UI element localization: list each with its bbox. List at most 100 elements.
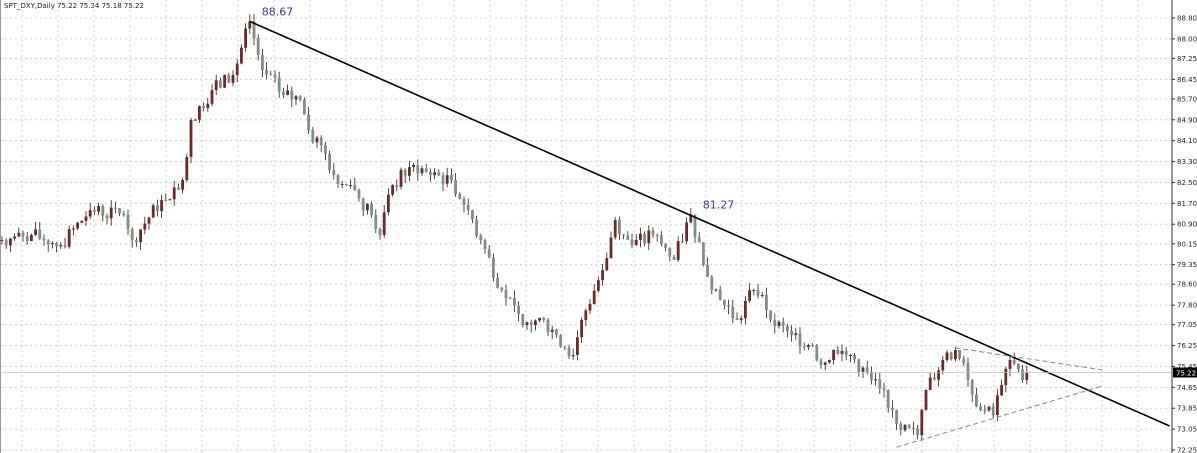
candle-body: [168, 199, 172, 201]
candle: [979, 403, 982, 411]
candle: [9, 237, 12, 253]
candle: [643, 231, 646, 247]
candle: [370, 201, 373, 218]
candle-body: [979, 406, 982, 411]
candle: [408, 160, 411, 182]
candle: [954, 346, 957, 362]
candle-body: [559, 335, 562, 347]
candle-body: [605, 258, 609, 271]
candle: [1000, 379, 1003, 397]
candle-body: [408, 167, 411, 176]
candle: [17, 227, 21, 238]
candle-body: [492, 257, 495, 278]
candle-body: [97, 206, 100, 212]
candle-body: [601, 270, 604, 281]
candle-body: [433, 172, 436, 176]
candle: [983, 405, 987, 414]
candle-body: [697, 237, 701, 243]
candle: [261, 48, 264, 78]
candle-body: [727, 305, 730, 307]
candle-body: [122, 213, 126, 216]
candle: [521, 313, 525, 328]
candle-body: [261, 55, 264, 70]
candle-body: [718, 289, 722, 300]
candle-body: [382, 212, 386, 235]
candle-body: [21, 232, 25, 237]
candle-body: [647, 230, 651, 244]
candle: [420, 165, 424, 176]
candle-body: [156, 205, 159, 212]
candle: [324, 142, 327, 161]
candle: [647, 225, 651, 251]
candle: [588, 299, 592, 314]
candle-body: [693, 214, 697, 238]
candle-body: [996, 395, 999, 416]
candle-body: [538, 317, 541, 321]
candle-body: [555, 329, 558, 336]
candle-body: [786, 325, 789, 332]
candle-body: [395, 185, 399, 187]
candle-body: [819, 360, 823, 365]
candle-body: [256, 38, 260, 56]
candle: [592, 283, 596, 305]
candle: [861, 366, 865, 378]
candle: [172, 180, 176, 206]
candle-body: [319, 137, 323, 146]
candle: [941, 355, 945, 375]
candle-body: [1021, 369, 1024, 381]
candle-body: [597, 280, 600, 291]
candle-body: [861, 367, 865, 372]
candle: [67, 225, 71, 249]
candle: [328, 150, 331, 174]
candle: [231, 70, 235, 87]
candle-body: [723, 299, 726, 306]
candle-body: [811, 344, 814, 346]
candle-body: [109, 207, 113, 219]
candle-body: [815, 345, 819, 361]
candle: [219, 77, 222, 89]
candle-body: [991, 406, 995, 416]
candle: [97, 202, 100, 216]
candle: [244, 23, 247, 52]
candle-body: [303, 99, 306, 115]
candle-body: [748, 290, 751, 301]
candle-body: [324, 145, 327, 154]
candle: [571, 348, 575, 360]
candle: [483, 238, 487, 254]
candle-body: [416, 164, 420, 174]
candle-body: [517, 305, 520, 315]
candle-body: [311, 129, 315, 143]
candle-body: [983, 410, 987, 412]
y-tick-label: 77.05: [1177, 321, 1197, 329]
symbol-label: SPT_DXY,Daily: [4, 2, 55, 10]
candle: [298, 94, 302, 102]
candle-body: [240, 47, 243, 64]
candle-body: [46, 240, 50, 245]
candle: [958, 349, 961, 361]
candle: [685, 217, 688, 245]
candle: [424, 163, 428, 173]
candle-body: [798, 333, 802, 347]
candle-body: [513, 298, 516, 306]
candle: [727, 299, 730, 315]
y-tick-label: 72.25: [1177, 447, 1197, 453]
candle: [214, 74, 218, 96]
candle: [93, 206, 96, 216]
candle: [546, 317, 550, 336]
candle: [471, 209, 474, 224]
candle-body: [462, 199, 466, 205]
candle: [315, 135, 319, 149]
candle: [672, 254, 676, 261]
candle: [487, 245, 491, 259]
candle-body: [706, 264, 709, 277]
candle: [811, 343, 814, 347]
candle: [605, 252, 609, 271]
candle-body: [580, 320, 583, 338]
candle-body: [13, 236, 16, 239]
candle-body: [332, 170, 336, 176]
candle: [500, 287, 504, 293]
candle: [550, 325, 554, 340]
candle: [189, 117, 193, 164]
y-tick-label: 80.15: [1177, 240, 1197, 248]
